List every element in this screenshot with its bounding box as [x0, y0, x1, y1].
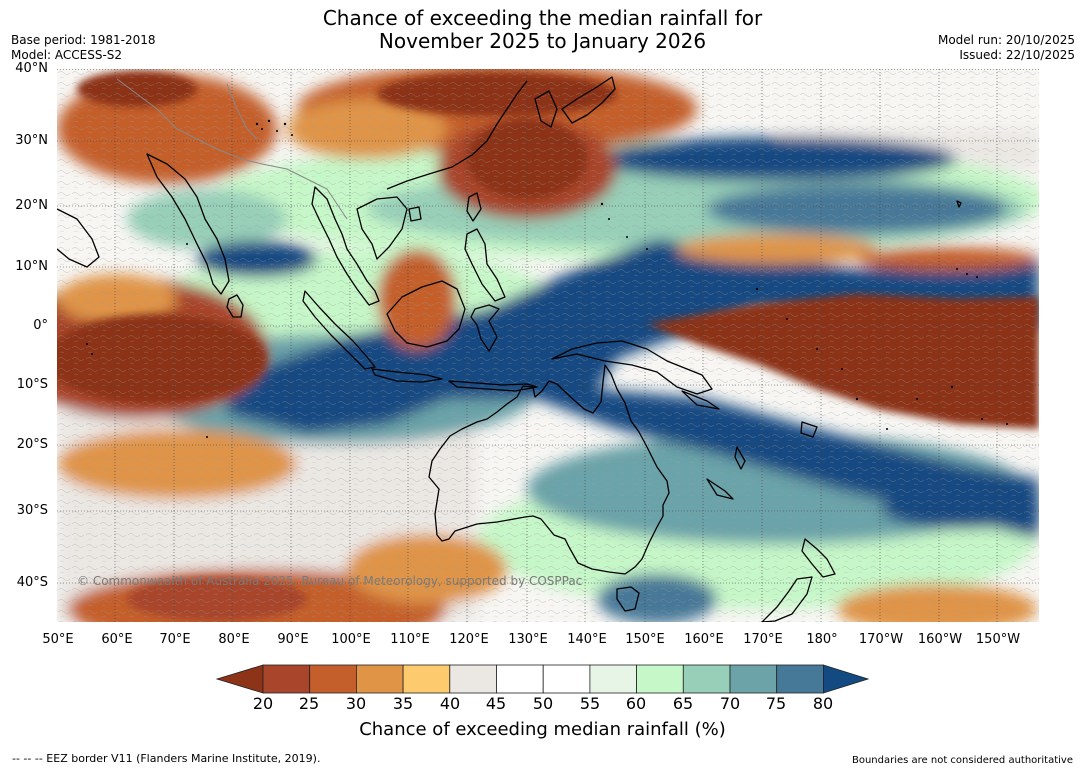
colorbar-cell [496, 664, 544, 694]
lon-label: 120°E [449, 632, 489, 647]
rainfall-map-svg: © Commonwealth of Australia 2025, Bureau… [57, 69, 1039, 622]
colorbar-tick: 65 [672, 694, 694, 713]
colorbar-cell [449, 664, 497, 694]
sulawesi-coast [470, 304, 500, 352]
lat-label: 40°N [15, 61, 48, 76]
model-run-text: Model run: 20/10/2025 [937, 33, 1075, 47]
colorbar-cell [776, 664, 824, 694]
tasmania-coast [616, 586, 640, 612]
philippines-coast [464, 228, 506, 302]
lon-label: 110°E [390, 632, 430, 647]
lon-label: 160°W [917, 632, 963, 647]
lon-label: 80°E [218, 632, 250, 647]
colorbar-tick: 80 [812, 694, 834, 713]
colorbar-tick: 40 [439, 694, 461, 713]
japan-coast [561, 76, 616, 124]
lon-label: 150°E [625, 632, 665, 647]
lon-label: 50°E [42, 632, 74, 647]
colorbar-tick: 45 [485, 694, 507, 713]
colorbar-cell [262, 664, 311, 694]
graticule [57, 69, 1039, 622]
colorbar-tick: 25 [298, 694, 320, 713]
colorbar-cell [402, 664, 451, 694]
lon-label: 180° [806, 632, 838, 647]
colorbar-cell [729, 664, 778, 694]
sumatra-coast [302, 290, 376, 370]
colorbar-cell [355, 664, 404, 694]
lat-label: 30°N [15, 133, 48, 148]
lon-label: 130°E [508, 632, 548, 647]
australia-coast [428, 364, 670, 575]
new-zealand-north-coast [801, 538, 836, 578]
lon-label: 90°E [277, 632, 309, 647]
lat-label: 30°S [16, 503, 48, 518]
colorbar-tick: 70 [719, 694, 741, 713]
lon-label: 70°E [159, 632, 191, 647]
lon-label: 160°E [684, 632, 724, 647]
lon-label: 170°W [858, 632, 904, 647]
lat-label: 10°N [15, 259, 48, 274]
colorbar-cell [636, 664, 684, 694]
model-text: Model: ACCESS-S2 [11, 48, 123, 62]
new-guinea-coast [551, 340, 713, 395]
lat-label: 0° [33, 318, 48, 333]
lon-label: 60°E [101, 632, 133, 647]
lon-label: 150°W [975, 632, 1021, 647]
issued-text: Issued: 22/10/2025 [959, 48, 1075, 62]
colorbar-extend-low [216, 664, 264, 694]
india-coast [146, 153, 230, 295]
colorbar-cell [682, 664, 731, 694]
lat-label: 20°S [16, 437, 48, 452]
borders [116, 78, 348, 220]
rainfall-map: © Commonwealth of Australia 2025, Bureau… [57, 69, 1039, 622]
colorbar-tick: 50 [532, 694, 554, 713]
colorbar-cell [589, 664, 637, 694]
colorbar-tick: 20 [252, 694, 274, 713]
colorbar-tick: 55 [579, 694, 601, 713]
colorbar [216, 664, 869, 694]
colorbar-tick: 30 [345, 694, 367, 713]
colorbar-tick: 75 [765, 694, 787, 713]
map-title-line2: November 2025 to January 2026 [378, 29, 707, 53]
eez-note: -- -- -- EEZ border V11 (Flanders Marine… [12, 752, 321, 765]
colorbar-cell [309, 664, 357, 694]
borneo-coast [386, 280, 466, 348]
colorbar-cells [216, 664, 869, 694]
lat-label: 10°S [16, 377, 48, 392]
base-period-text: Base period: 1981-2018 [11, 33, 156, 47]
boundaries-disclaimer: Boundaries are not considered authoritat… [851, 755, 1073, 766]
colorbar-tick: 35 [392, 694, 414, 713]
lon-label: 100°E [331, 632, 371, 647]
lat-label: 40°S [16, 575, 48, 590]
colorbar-cell [542, 664, 591, 694]
lon-label: 140°E [567, 632, 607, 647]
coastlines [57, 76, 962, 622]
map-title-line1: Chance of exceeding the median rainfall … [322, 6, 763, 30]
colorbar-extend-high [823, 664, 869, 694]
small-islands [86, 119, 1008, 438]
colorbar-label: Chance of exceeding median rainfall (%) [359, 719, 726, 740]
lon-label: 170°E [743, 632, 783, 647]
lat-label: 20°N [15, 198, 48, 213]
copyright-text: © Commonwealth of Australia 2025, Bureau… [77, 574, 582, 588]
new-zealand-south-coast [761, 576, 813, 622]
colorbar-tick: 60 [625, 694, 647, 713]
